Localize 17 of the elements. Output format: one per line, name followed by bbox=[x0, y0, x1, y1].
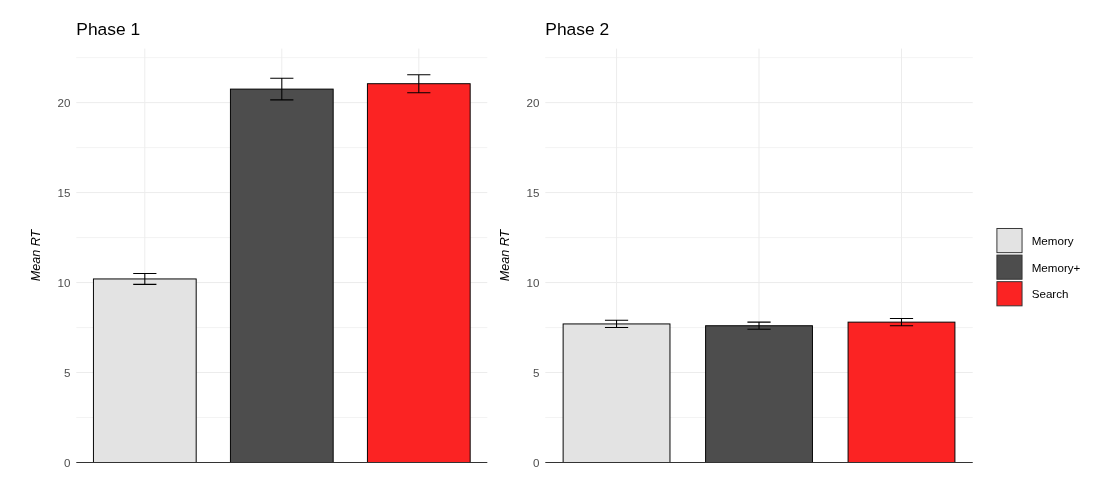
y-tick-label: 20 bbox=[526, 95, 540, 109]
legend-label: Memory bbox=[1031, 234, 1074, 248]
y-tick-label: 5 bbox=[64, 365, 71, 379]
y-tick-label: 10 bbox=[526, 275, 540, 289]
chart-title: Phase 2 bbox=[545, 19, 610, 40]
y-tick-label: 0 bbox=[64, 455, 71, 469]
legend-label: Search bbox=[1031, 287, 1069, 301]
y-tick-label: 0 bbox=[533, 455, 540, 469]
y-tick-label: 20 bbox=[57, 95, 71, 109]
y-tick-label: 5 bbox=[533, 365, 540, 379]
legend-label: Memory+ bbox=[1031, 260, 1081, 274]
y-axis-title: Mean RT bbox=[28, 228, 43, 282]
y-axis-title: Mean RT bbox=[497, 228, 512, 282]
chart-title: Phase 1 bbox=[76, 19, 141, 40]
y-tick-label: 15 bbox=[526, 185, 540, 199]
y-tick-label: 15 bbox=[57, 185, 71, 199]
y-tick-label: 10 bbox=[57, 275, 71, 289]
